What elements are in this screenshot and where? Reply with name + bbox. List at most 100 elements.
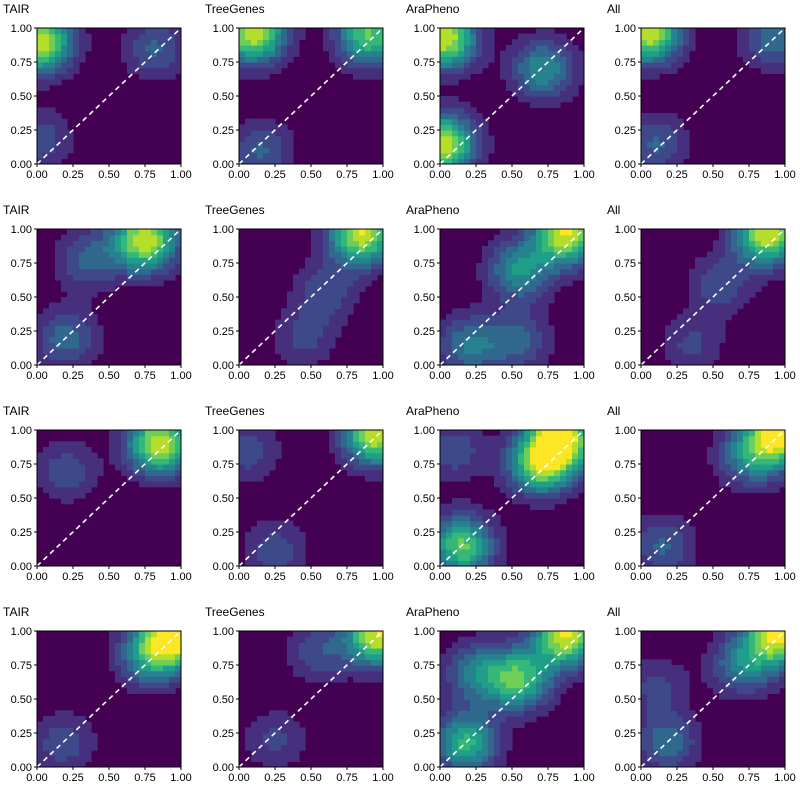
density-cell — [37, 50, 44, 57]
density-cell — [482, 738, 489, 745]
density-cell — [347, 240, 354, 247]
density-cell — [761, 441, 768, 448]
density-cell — [689, 353, 696, 360]
density-cell — [713, 670, 720, 677]
density-cell — [500, 251, 507, 258]
density-cell — [49, 761, 56, 767]
density-cell — [287, 135, 294, 142]
density-cell — [139, 56, 146, 63]
density-cell — [719, 693, 726, 700]
density-cell — [341, 297, 348, 304]
density-cell — [500, 543, 507, 550]
density-cell — [365, 251, 372, 258]
density-cell — [37, 113, 44, 120]
density-cell — [341, 240, 348, 247]
density-cell — [755, 251, 762, 258]
density-cell — [269, 458, 276, 465]
density-cell — [641, 682, 648, 689]
density-cell — [359, 257, 366, 264]
density-cell — [641, 33, 648, 40]
density-cell — [458, 699, 465, 706]
density-cell — [554, 33, 561, 40]
density-cell — [133, 246, 140, 253]
density-cell — [440, 33, 447, 40]
density-cell — [115, 441, 122, 448]
density-cell — [773, 648, 780, 655]
density-cell — [707, 447, 714, 454]
density-cell — [91, 348, 98, 355]
density-cell — [767, 665, 774, 672]
density-cell — [139, 682, 146, 689]
density-cell — [73, 33, 80, 40]
density-cell — [464, 744, 471, 751]
density-cell — [689, 359, 696, 365]
density-cell — [707, 314, 714, 321]
y-tick-label: 1.00 — [213, 23, 234, 35]
density-cell — [488, 246, 495, 253]
density-cell — [263, 761, 270, 767]
density-cell — [49, 39, 56, 46]
density-cell — [353, 251, 360, 258]
density-cell — [701, 257, 708, 264]
density-cell — [458, 750, 465, 757]
density-cell — [482, 274, 489, 281]
density-cell — [677, 687, 684, 694]
density-cell — [773, 234, 780, 241]
density-cell — [91, 319, 98, 326]
density-cell — [671, 158, 678, 164]
density-cell — [446, 687, 453, 694]
density-cell — [476, 447, 483, 454]
density-cell — [659, 67, 666, 74]
density-cell — [482, 50, 489, 57]
density-cell — [518, 693, 525, 700]
density-cell — [115, 240, 122, 247]
density-cell — [500, 653, 507, 660]
density-cell — [452, 101, 459, 108]
density-cell — [452, 676, 459, 683]
density-cell — [647, 62, 654, 69]
density-cell — [560, 96, 567, 103]
density-cell — [518, 481, 525, 488]
density-cell — [452, 738, 459, 745]
density-cell — [482, 348, 489, 355]
density-cell — [85, 359, 92, 365]
density-cell — [67, 302, 74, 309]
density-cell — [743, 229, 750, 236]
density-cell — [257, 755, 264, 762]
density-cell — [287, 342, 294, 349]
density-cell — [470, 353, 477, 360]
density-cell — [524, 308, 531, 315]
density-cell — [731, 430, 738, 437]
density-cell — [377, 653, 383, 660]
density-cell — [169, 274, 176, 281]
density-cell — [67, 452, 74, 459]
density-cell — [263, 750, 270, 757]
density-cell — [524, 687, 531, 694]
density-cell — [689, 543, 696, 550]
density-cell — [755, 45, 762, 52]
density-cell — [97, 469, 104, 476]
density-cell — [512, 441, 519, 448]
density-cell — [440, 435, 447, 442]
density-cell — [653, 733, 660, 740]
density-cell — [85, 744, 92, 751]
density-cell — [37, 475, 44, 482]
density-cell — [476, 314, 483, 321]
density-cell — [175, 257, 181, 264]
density-cell — [689, 297, 696, 304]
density-cell — [323, 297, 330, 304]
density-cell — [677, 45, 684, 52]
density-cell — [695, 738, 702, 745]
density-cell — [37, 135, 44, 142]
density-cell — [79, 268, 86, 275]
density-cell — [293, 28, 300, 35]
density-cell — [347, 441, 354, 448]
density-cell — [536, 291, 543, 298]
density-cell — [61, 710, 68, 717]
density-cell — [79, 469, 86, 476]
density-cell — [293, 291, 300, 298]
density-cell — [341, 39, 348, 46]
density-cell — [257, 716, 264, 723]
density-cell — [365, 28, 372, 35]
density-cell — [67, 475, 74, 482]
